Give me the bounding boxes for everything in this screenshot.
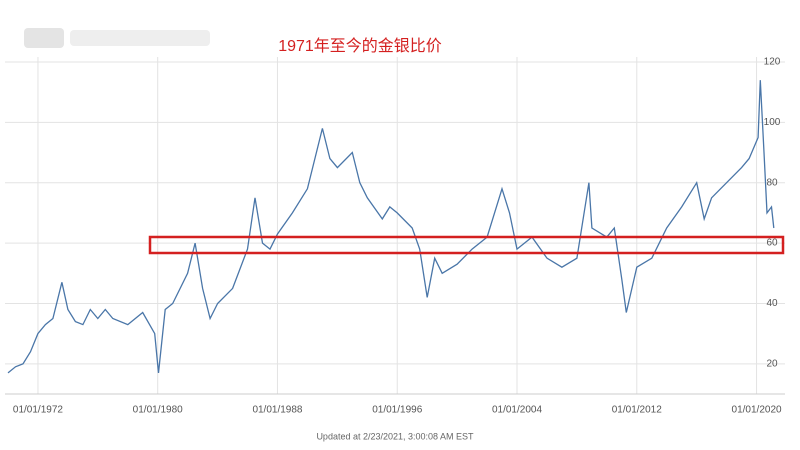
y-tick-label: 120 [764,57,781,68]
y-tick-label: 60 [766,238,778,249]
logo-blur [24,28,64,48]
y-tick-label: 40 [766,298,778,309]
x-tick-label: 01/01/1988 [252,405,302,416]
x-tick-label: 01/01/2020 [732,405,782,416]
data-line [7,80,775,374]
y-tick-label: 80 [766,177,778,188]
chart-title: 1971年至今的金银比价 [278,37,442,55]
logo-blur [70,30,210,46]
footer: Updated at 2/23/2021, 3:00:08 AM EST [316,431,474,441]
y-tick-label: 100 [764,117,781,128]
x-tick-label: 01/01/1972 [13,405,63,416]
highlight-box [148,235,785,255]
y-tick-label: 20 [766,358,778,369]
x-tick-label: 01/01/2012 [612,405,662,416]
x-tick-label: 01/01/1980 [133,405,183,416]
x-tick-label: 01/01/1996 [372,405,422,416]
x-tick-label: 01/01/2004 [492,405,542,416]
